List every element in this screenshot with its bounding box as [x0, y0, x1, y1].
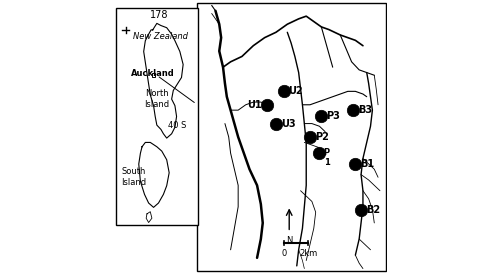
Text: B1: B1 [360, 159, 374, 169]
Bar [116, 8, 198, 225]
Text: 40 S: 40 S [168, 121, 186, 130]
Text: B2: B2 [366, 204, 380, 215]
Text: Auckland: Auckland [130, 69, 174, 78]
Text: U3: U3 [281, 119, 295, 129]
Point [357, 207, 365, 212]
Text: New Zealand: New Zealand [134, 32, 188, 41]
Point [280, 89, 287, 93]
Text: B3: B3 [358, 105, 372, 115]
Text: 2km: 2km [299, 249, 317, 258]
Text: North
Island: North Island [144, 89, 170, 109]
Text: 0: 0 [282, 249, 287, 258]
Text: U1: U1 [247, 100, 262, 110]
Point [306, 135, 314, 139]
Text: P2: P2 [315, 132, 329, 142]
Text: N: N [286, 236, 292, 245]
Bar [196, 3, 386, 271]
Bar [152, 73, 156, 77]
Point [272, 121, 280, 126]
Text: 178: 178 [150, 10, 169, 20]
Text: P3: P3 [326, 110, 340, 121]
Point [350, 108, 358, 112]
Point [318, 113, 326, 118]
Text: South
Island: South Island [122, 167, 146, 187]
Text: P
1: P 1 [324, 147, 330, 167]
Text: U2: U2 [288, 86, 303, 96]
Point [352, 162, 360, 166]
Point [262, 102, 270, 107]
Point [316, 151, 324, 155]
